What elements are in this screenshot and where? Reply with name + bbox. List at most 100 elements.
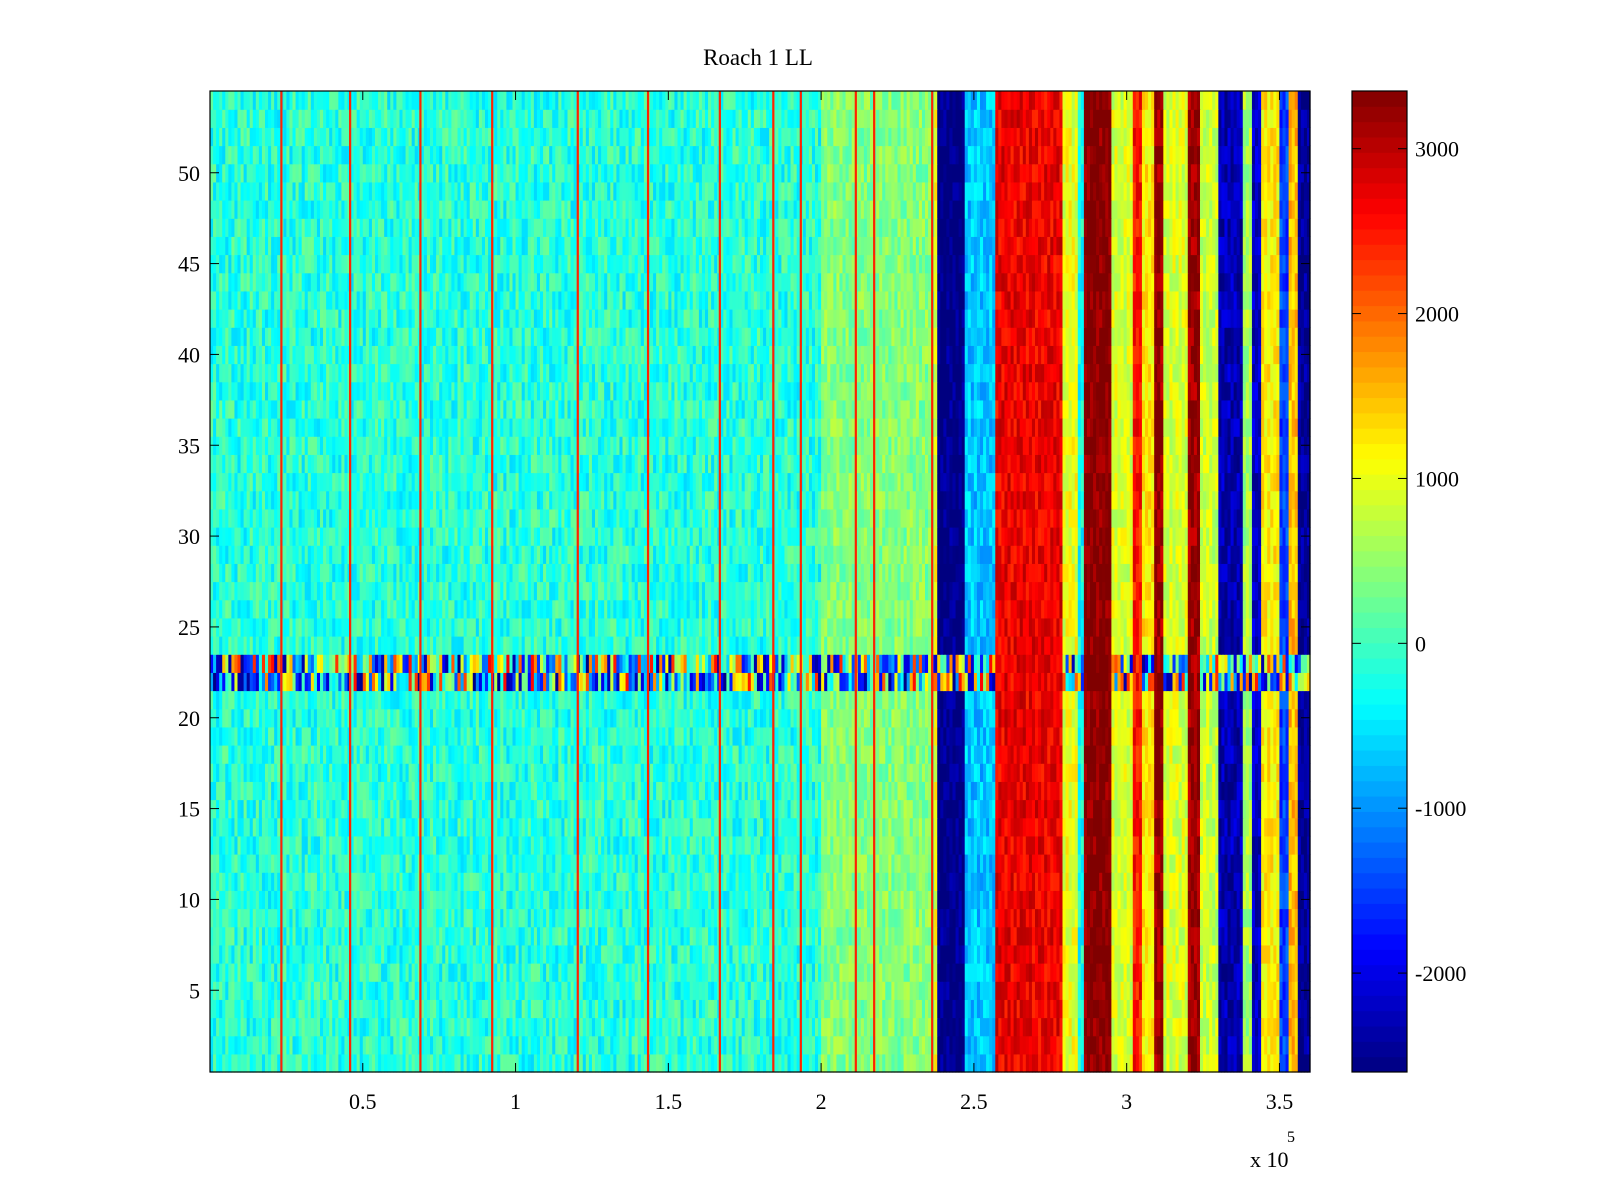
heatmap-cell	[665, 1035, 669, 1055]
heatmap-cell	[540, 926, 544, 946]
heatmap-cell	[485, 890, 489, 910]
heatmap-cell	[1111, 890, 1116, 910]
heatmap-cell	[1175, 963, 1180, 982]
heatmap-cell	[359, 1035, 364, 1055]
heatmap-cell	[258, 908, 263, 928]
heatmap-cell	[622, 1035, 627, 1055]
heatmap-cell	[692, 1035, 697, 1055]
heatmap-cell	[601, 1035, 605, 1055]
heatmap-cell	[1251, 1035, 1256, 1055]
heatmap-cell	[1282, 1035, 1287, 1055]
heatmap-cell	[1025, 963, 1030, 982]
heatmap-cell	[995, 926, 999, 946]
heatmap-cell	[1044, 999, 1048, 1019]
heatmap-cell	[570, 872, 575, 891]
heatmap-cell	[292, 872, 297, 891]
heatmap-cell	[591, 944, 596, 964]
heatmap-cell	[439, 926, 443, 946]
heatmap-cell	[350, 963, 355, 982]
heatmap-cell	[1041, 1035, 1045, 1055]
heatmap-cell	[1145, 854, 1149, 873]
heatmap-cell	[298, 944, 303, 964]
heatmap-cell	[967, 1053, 972, 1073]
heatmap-cell	[1245, 872, 1250, 891]
heatmap-cell	[439, 817, 443, 837]
heatmap-cell	[906, 944, 911, 964]
heatmap-cell	[643, 926, 648, 946]
heatmap-cell	[818, 963, 822, 982]
heatmap-cell	[1007, 817, 1012, 837]
heatmap-cell	[350, 1035, 355, 1055]
heatmap-cell	[619, 999, 624, 1019]
heatmap-cell	[451, 944, 456, 964]
heatmap-cell	[637, 963, 642, 982]
heatmap-cell	[286, 817, 291, 837]
heatmap-cell	[481, 1035, 486, 1055]
heatmap-cell	[222, 1017, 226, 1037]
heatmap-cell	[925, 908, 929, 928]
heatmap-cell	[915, 854, 920, 873]
heatmap-cell	[1102, 872, 1106, 891]
heatmap-cell	[292, 1017, 297, 1037]
heatmap-cell	[839, 926, 844, 946]
heatmap-cell	[698, 1035, 703, 1055]
heatmap-cell	[277, 872, 281, 891]
heatmap-cell	[246, 1035, 251, 1055]
heatmap-cell	[497, 872, 501, 891]
heatmap-cell	[744, 1053, 749, 1073]
heatmap-cell	[512, 926, 517, 946]
heatmap-cell	[298, 926, 303, 946]
heatmap-cell	[222, 981, 226, 1000]
heatmap-cell	[637, 1053, 642, 1073]
heatmap-cell	[564, 926, 569, 946]
heatmap-cell	[827, 1053, 831, 1073]
heatmap-cell	[683, 908, 688, 928]
heatmap-cell	[362, 872, 367, 891]
heatmap-cell	[252, 963, 257, 982]
heatmap-cell	[365, 854, 370, 873]
heatmap-cell	[671, 999, 676, 1019]
heatmap-cell	[1041, 817, 1045, 837]
heatmap-cell	[1303, 908, 1308, 928]
heatmap-cell	[1068, 981, 1073, 1000]
heatmap-cell	[396, 981, 401, 1000]
heatmap-cell	[243, 1053, 248, 1073]
heatmap-cell	[1187, 908, 1192, 928]
heatmap-cell	[955, 1053, 960, 1073]
heatmap-cell	[885, 1053, 889, 1073]
heatmap-cell	[1108, 1017, 1112, 1037]
heatmap-cell	[610, 872, 614, 891]
heatmap-cell	[494, 908, 498, 928]
heatmap-cell	[973, 835, 978, 855]
heatmap-cell	[515, 963, 520, 982]
heatmap-cell	[1068, 890, 1073, 910]
heatmap-cell	[237, 963, 242, 982]
heatmap-cell	[579, 963, 584, 982]
heatmap-cell	[497, 1035, 501, 1055]
heatmap-cell	[1190, 890, 1195, 910]
heatmap-cell	[747, 1053, 752, 1073]
heatmap-cell	[286, 963, 291, 982]
heatmap-cell	[808, 872, 813, 891]
heatmap-cell	[585, 817, 590, 837]
heatmap-cell	[604, 835, 608, 855]
heatmap-cell	[1025, 890, 1030, 910]
heatmap-cell	[481, 1017, 486, 1037]
heatmap-cell	[268, 908, 272, 928]
heatmap-cell	[426, 872, 431, 891]
heatmap-cell	[845, 1053, 850, 1073]
heatmap-cell	[408, 926, 413, 946]
heatmap-cell	[879, 1053, 883, 1073]
heatmap-cell	[543, 1017, 547, 1037]
heatmap-cell	[643, 817, 648, 837]
heatmap-cell	[1270, 1035, 1274, 1055]
heatmap-cell	[368, 926, 373, 946]
heatmap-cell	[1221, 963, 1226, 982]
heatmap-cell	[1013, 1035, 1018, 1055]
heatmap-cell	[567, 1017, 572, 1037]
heatmap-cell	[1300, 926, 1305, 946]
heatmap-cell	[1059, 963, 1064, 982]
heatmap-cell	[271, 981, 275, 1000]
heatmap-cell	[912, 944, 917, 964]
heatmap-cell	[607, 981, 611, 1000]
